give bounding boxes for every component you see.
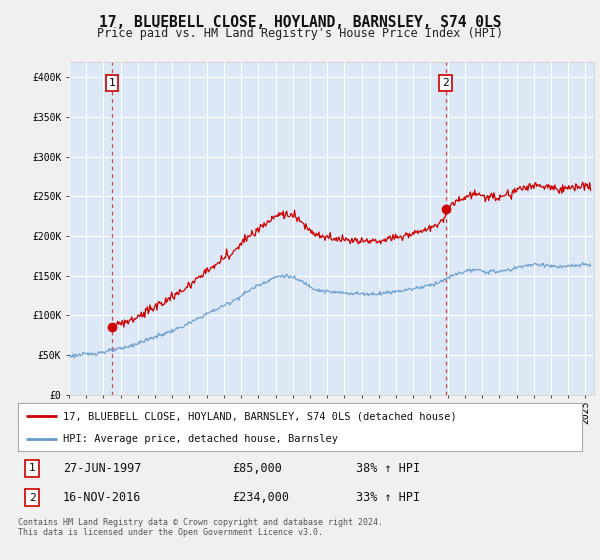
Text: £85,000: £85,000 xyxy=(232,462,282,475)
Text: 2: 2 xyxy=(442,78,449,88)
Text: 17, BLUEBELL CLOSE, HOYLAND, BARNSLEY, S74 0LS: 17, BLUEBELL CLOSE, HOYLAND, BARNSLEY, S… xyxy=(99,15,501,30)
Text: 16-NOV-2016: 16-NOV-2016 xyxy=(63,491,142,504)
Text: 1: 1 xyxy=(29,463,35,473)
Text: 2: 2 xyxy=(29,493,35,503)
Text: 17, BLUEBELL CLOSE, HOYLAND, BARNSLEY, S74 0LS (detached house): 17, BLUEBELL CLOSE, HOYLAND, BARNSLEY, S… xyxy=(63,411,457,421)
Text: 27-JUN-1997: 27-JUN-1997 xyxy=(63,462,142,475)
Text: 1: 1 xyxy=(109,78,115,88)
Text: Contains HM Land Registry data © Crown copyright and database right 2024.
This d: Contains HM Land Registry data © Crown c… xyxy=(18,518,383,538)
Text: £234,000: £234,000 xyxy=(232,491,289,504)
Text: Price paid vs. HM Land Registry's House Price Index (HPI): Price paid vs. HM Land Registry's House … xyxy=(97,27,503,40)
Text: 38% ↑ HPI: 38% ↑ HPI xyxy=(356,462,421,475)
Text: 33% ↑ HPI: 33% ↑ HPI xyxy=(356,491,421,504)
Text: HPI: Average price, detached house, Barnsley: HPI: Average price, detached house, Barn… xyxy=(63,434,338,444)
